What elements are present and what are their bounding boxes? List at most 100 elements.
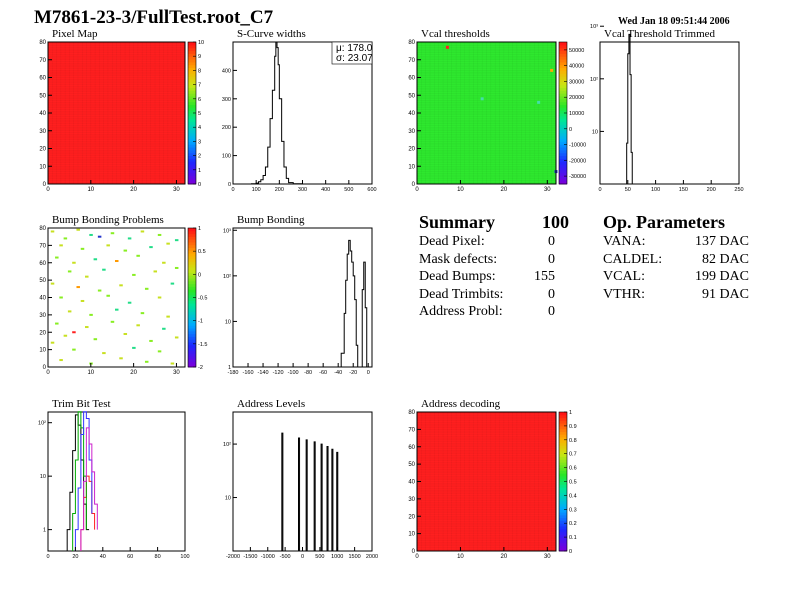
vcal-thresholds-cbar-seg — [559, 73, 567, 77]
vcal-thresholds-outlier — [537, 100, 541, 104]
vcal-thresholds-cbar-label: 20000 — [569, 95, 584, 101]
bump-problems-cbar-label: -2 — [198, 365, 203, 371]
pixel-map-cbar-seg — [188, 113, 196, 117]
bump-problems-cbar-seg — [188, 361, 196, 365]
pixel-map-cbar-seg — [188, 124, 196, 128]
vcal-thresholds-cbar-label: 50000 — [569, 48, 584, 54]
bump-problems-cbar-seg — [188, 355, 196, 360]
vcal-trimmed-xtick-label: 150 — [679, 187, 688, 193]
bump-problems-cell — [127, 301, 132, 304]
bump-problems-cell — [110, 320, 115, 323]
bump-problems-ytick-label: 0 — [43, 365, 47, 371]
bump-problems-cell — [97, 289, 102, 292]
address-decoding-cbar-seg — [559, 414, 567, 419]
address-decoding-cbar-seg — [559, 489, 567, 494]
pixel-map-xtick-label: 20 — [130, 187, 137, 193]
address-decoding-cbar-seg — [559, 445, 567, 449]
address-decoding-cbar-border — [558, 411, 568, 552]
summary-value: 0 — [548, 251, 555, 267]
vcal-thresholds-cbar-seg — [559, 42, 567, 46]
bump-problems-cbar-label: -1 — [198, 319, 203, 325]
bump-problems-cell — [50, 341, 55, 344]
bump-problems-cbar-seg — [188, 280, 196, 285]
trim-bit-xtick-label: 80 — [155, 554, 161, 560]
op-param-value: 91 DAC — [701, 286, 749, 302]
bump-problems-cbar-seg — [188, 266, 196, 271]
scurve-ytick-label: 400 — [222, 68, 231, 74]
pixel-map-cbar-label: 0 — [198, 182, 201, 188]
bump-problems-border — [47, 227, 186, 368]
vcal-thresholds-ytick-label: 40 — [408, 111, 415, 117]
vcal-thresholds-cbar-seg — [559, 50, 567, 54]
pixel-map-cbar-seg — [188, 67, 196, 71]
vcal-thresholds-cbar-seg — [559, 130, 567, 134]
bump-problems-ytick-label: 60 — [39, 261, 46, 267]
vcal-thresholds-cbar-seg — [559, 113, 567, 117]
address-decoding-cbar-label: 0.7 — [569, 452, 577, 458]
bump-problems-cell — [136, 324, 140, 327]
bump-problems-cell — [76, 228, 80, 231]
bump-problems-cell — [59, 244, 63, 247]
bump-problems-cell — [157, 350, 162, 353]
summary-value: 0 — [548, 304, 555, 319]
vcal-thresholds-cbar-seg — [559, 95, 567, 100]
bump-problems-cell — [132, 346, 136, 349]
pixel-map-title: Pixel Map — [52, 28, 98, 40]
bump-problems-cbar-seg — [188, 303, 196, 307]
address-levels-peak — [320, 443, 323, 551]
pixel-map-cbar-seg — [188, 95, 196, 100]
address-decoding-cbar-label: 0.5 — [569, 480, 577, 486]
address-decoding-cbar-seg — [559, 473, 567, 477]
pixel-map-cbar-seg — [188, 135, 196, 140]
trim-bit-series-line — [72, 411, 87, 551]
bump-bonding-xtick-label: -80 — [304, 370, 312, 376]
address-decoding-ytick-label: 40 — [408, 480, 415, 486]
bump-problems-cell — [166, 242, 170, 245]
address-decoding-cbar-seg — [559, 523, 567, 527]
op-param-row: VANA: 137 DAC — [603, 233, 749, 251]
pixel-map-ytick-label: 40 — [39, 111, 46, 117]
pixel-map-ytick-label: 20 — [39, 147, 46, 153]
bump-problems-cell — [123, 332, 128, 335]
address-levels-title: Address Levels — [237, 398, 306, 410]
address-decoding-cbar-label: 0.1 — [569, 535, 577, 541]
op-param-value: 199 DAC — [694, 269, 749, 284]
scurve-xtick-label: 400 — [321, 187, 330, 193]
address-decoding-cbar-seg — [559, 428, 567, 432]
vcal-thresholds-cbar-seg — [559, 118, 567, 123]
vcal-thresholds-outlier — [554, 170, 558, 174]
trim-bit-xtick-label: 100 — [180, 554, 189, 560]
pixel-map-cbar-seg — [188, 181, 196, 185]
scurve-frame — [232, 41, 373, 185]
pixel-map-cbar-label: 6 — [198, 97, 201, 103]
bump-problems-cell — [76, 286, 80, 289]
bump-problems-cell — [80, 299, 85, 302]
summary-label: Dead Trimbits: — [419, 286, 504, 302]
scurve-title: S-Curve widths — [237, 28, 306, 40]
bump-problems-cbar-seg — [188, 258, 196, 262]
vcal-thresholds-cbar-seg — [559, 64, 567, 69]
address-decoding-cbar-seg — [559, 439, 567, 444]
bump-bonding-xtick-label: -20 — [349, 370, 357, 376]
pixel-map-cbar-seg — [188, 76, 196, 80]
bump-problems-cbar-label: 1 — [198, 226, 201, 232]
vcal-thresholds-ytick-label: 80 — [408, 40, 415, 46]
address-decoding-cbar-seg — [559, 498, 567, 502]
address-levels-xtick-label: -2000 — [226, 554, 240, 560]
bump-problems-cell — [55, 256, 59, 259]
vcal-thresholds-cbar-seg — [559, 144, 567, 148]
bump-problems-cell — [89, 313, 93, 316]
address-decoding-cbar-seg — [559, 509, 567, 513]
bump-problems-cell — [89, 233, 93, 236]
bump-problems-cell — [132, 273, 136, 276]
scurve-stats-box — [331, 41, 373, 65]
pixel-map-cbar-seg — [188, 130, 196, 134]
bump-problems-cbar-seg — [188, 247, 196, 251]
trim-bit-xtick-label: 40 — [100, 554, 106, 560]
address-decoding-cbar-seg — [559, 487, 567, 491]
address-decoding-cbar-seg — [559, 531, 567, 535]
vcal-thresholds-cbar-seg — [559, 121, 567, 125]
pixel-map-cbar-label: 9 — [198, 54, 201, 60]
